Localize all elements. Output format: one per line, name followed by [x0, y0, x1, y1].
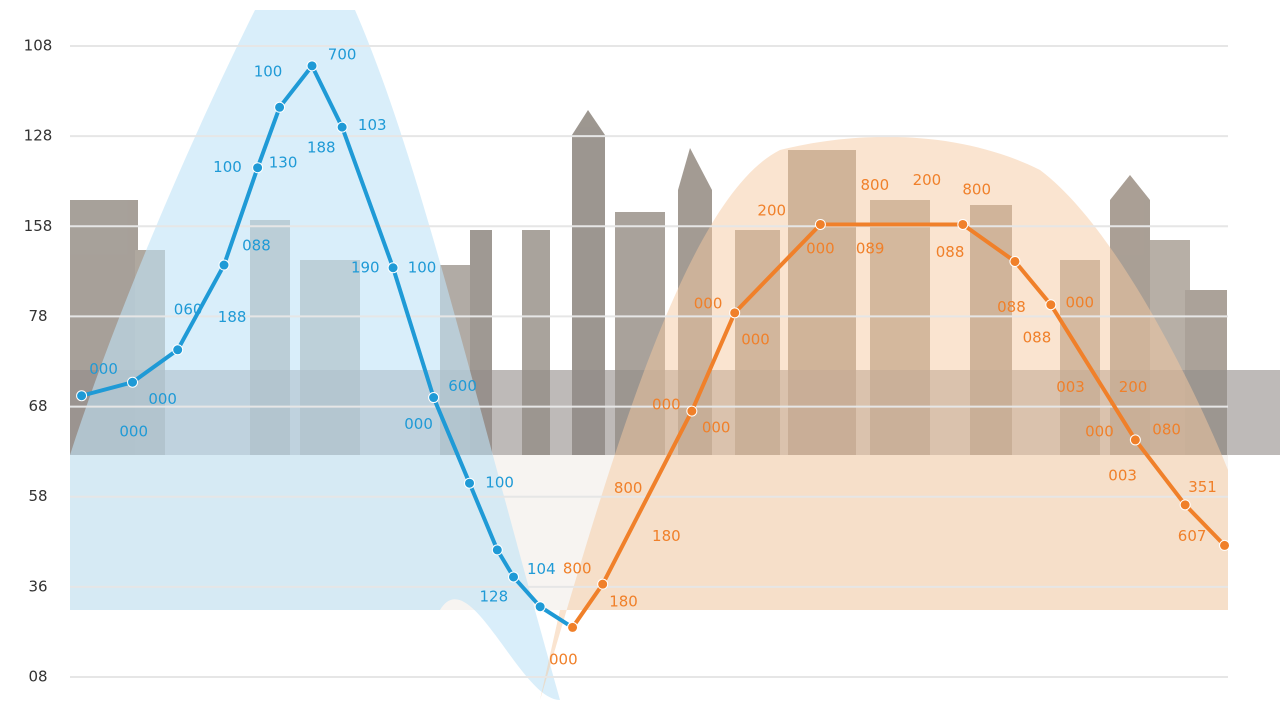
annotation: 088 — [997, 298, 1026, 316]
annotation: 104 — [527, 560, 556, 578]
data-point — [76, 390, 88, 402]
data-point — [491, 544, 503, 556]
data-point — [387, 262, 399, 274]
data-point — [336, 121, 348, 133]
annotation: 180 — [609, 593, 638, 611]
annotation: 100 — [213, 158, 242, 176]
annotation: 000 — [694, 294, 723, 312]
data-point — [218, 259, 230, 271]
data-point — [814, 218, 826, 230]
annotation: 003 — [1108, 466, 1137, 484]
annotation: 800 — [614, 479, 643, 497]
annotation: 800 — [962, 181, 991, 199]
annotation: 088 — [242, 237, 271, 255]
annotation: 088 — [1023, 329, 1052, 347]
y-tick-label: 68 — [28, 397, 47, 415]
annotation: 607 — [1178, 527, 1207, 545]
data-point — [127, 376, 139, 388]
annotation: 800 — [860, 176, 889, 194]
annotation: 103 — [358, 116, 387, 134]
data-point — [686, 405, 698, 417]
annotation: 180 — [652, 527, 681, 545]
y-tick-label: 36 — [28, 577, 47, 595]
annotation: 060 — [174, 301, 203, 319]
annotation: 000 — [741, 330, 770, 348]
data-point — [1045, 299, 1057, 311]
data-point — [957, 218, 969, 230]
data-point — [729, 307, 741, 319]
annotation: 600 — [448, 377, 477, 395]
annotation: 000 — [148, 390, 177, 408]
annotation: 200 — [1119, 378, 1148, 396]
annotation: 100 — [485, 474, 514, 492]
data-point — [1179, 499, 1191, 511]
annotation: 128 — [480, 587, 509, 605]
annotation: 700 — [328, 46, 357, 64]
annotation: 188 — [218, 308, 247, 326]
annotation: 003 — [1056, 378, 1085, 396]
annotation: 000 — [702, 419, 731, 437]
y-tick-label: 78 — [28, 307, 47, 325]
data-point — [172, 344, 184, 356]
annotation: 200 — [913, 171, 942, 189]
annotation: 351 — [1188, 478, 1217, 496]
y-tick-label: 158 — [24, 217, 53, 235]
annotation: 080 — [1152, 421, 1181, 439]
annotation: 000 — [1085, 422, 1114, 440]
annotation: 000 — [1065, 293, 1094, 311]
y-tick-label: 128 — [24, 127, 53, 145]
annotation: 000 — [806, 239, 835, 257]
data-point — [508, 571, 520, 583]
data-point — [534, 601, 546, 613]
data-point — [252, 162, 264, 174]
annotation: 088 — [936, 243, 965, 261]
annotation: 000 — [119, 422, 148, 440]
data-point — [274, 101, 286, 113]
data-point — [464, 477, 476, 489]
shaded-bands — [70, 10, 1228, 700]
data-point — [567, 621, 579, 633]
annotation: 800 — [563, 559, 592, 577]
y-tick-label: 08 — [28, 668, 47, 686]
data-point — [1009, 255, 1021, 267]
annotation: 130 — [269, 154, 298, 172]
annotation: 100 — [408, 258, 437, 276]
data-point — [1219, 539, 1231, 551]
data-point — [1129, 434, 1141, 446]
y-tick-label: 58 — [28, 487, 47, 505]
annotation: 089 — [856, 239, 885, 257]
annotation: 000 — [652, 395, 681, 413]
annotation: 190 — [351, 258, 380, 276]
data-point — [597, 578, 609, 590]
annotation: 100 — [254, 63, 283, 81]
annotation: 000 — [549, 650, 578, 668]
data-point — [428, 392, 440, 404]
annotation: 200 — [757, 201, 786, 219]
annotation: 000 — [404, 415, 433, 433]
y-tick-label: 108 — [24, 37, 53, 55]
data-point — [306, 60, 318, 72]
annotation: 188 — [307, 138, 336, 156]
annotation: 000 — [89, 360, 118, 378]
